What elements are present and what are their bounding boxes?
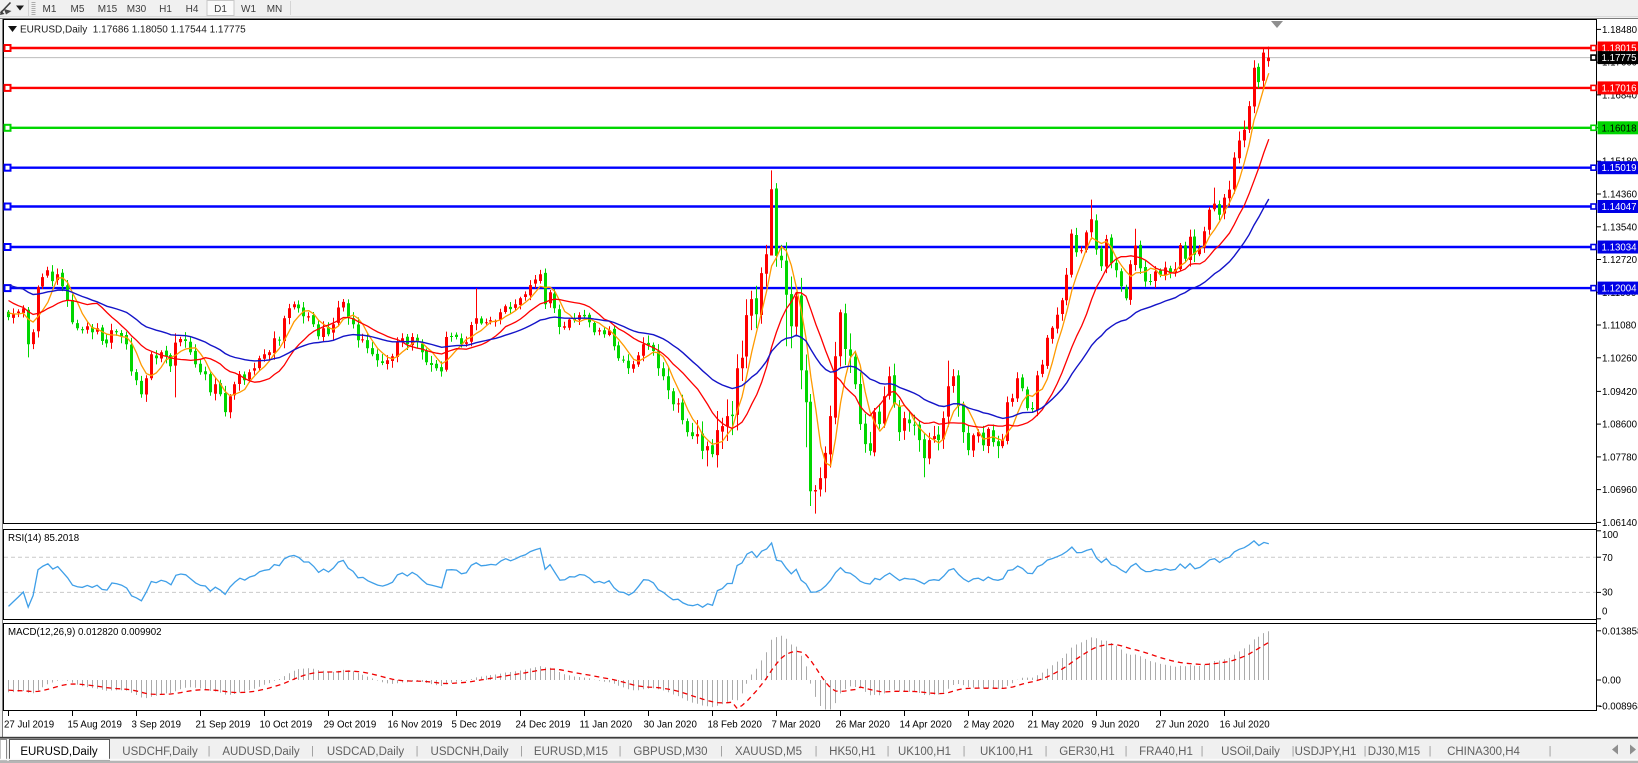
svg-text:1.13540: 1.13540 xyxy=(1602,222,1638,233)
svg-text:M15: M15 xyxy=(98,4,118,15)
svg-text:W1: W1 xyxy=(241,4,256,15)
svg-text:MN: MN xyxy=(267,4,283,15)
svg-text:1.08600: 1.08600 xyxy=(1602,420,1638,431)
svg-text:10 Oct 2019: 10 Oct 2019 xyxy=(260,720,313,731)
svg-text:MACD(12,26,9) 0.012820 0.00990: MACD(12,26,9) 0.012820 0.009902 xyxy=(8,627,162,638)
svg-text:29 Oct 2019: 29 Oct 2019 xyxy=(324,720,377,731)
svg-text:1.14360: 1.14360 xyxy=(1602,190,1638,201)
svg-text:1.09420: 1.09420 xyxy=(1602,387,1638,398)
svg-text:1.07780: 1.07780 xyxy=(1602,452,1638,463)
svg-text:GBPUSD,M30: GBPUSD,M30 xyxy=(633,746,707,758)
svg-text:1.11080: 1.11080 xyxy=(1602,321,1637,332)
svg-text:H4: H4 xyxy=(186,4,199,15)
svg-text:21 May 2020: 21 May 2020 xyxy=(1028,720,1085,731)
svg-text:UK100,H1: UK100,H1 xyxy=(980,746,1033,758)
svg-text:XAUUSD,M5: XAUUSD,M5 xyxy=(735,746,802,758)
svg-text:|: | xyxy=(887,745,890,757)
svg-text:D1: D1 xyxy=(214,4,227,15)
svg-text:-0.008968: -0.008968 xyxy=(1599,702,1638,713)
svg-text:100: 100 xyxy=(1602,530,1619,541)
svg-text:0.00: 0.00 xyxy=(1602,676,1621,687)
svg-text:7 Mar 2020: 7 Mar 2020 xyxy=(772,720,822,731)
svg-text:14 Apr 2020: 14 Apr 2020 xyxy=(900,720,953,731)
svg-text:18 Feb 2020: 18 Feb 2020 xyxy=(708,720,763,731)
svg-text:USDCHF,Daily: USDCHF,Daily xyxy=(122,746,198,758)
svg-text:USDJPY,H1: USDJPY,H1 xyxy=(1295,746,1357,758)
svg-text:70: 70 xyxy=(1602,553,1613,564)
svg-text:|: | xyxy=(1292,745,1295,757)
svg-text:RSI(14) 85.2018: RSI(14) 85.2018 xyxy=(8,533,79,544)
svg-text:|: | xyxy=(1125,745,1128,757)
svg-text:AUDUSD,Daily: AUDUSD,Daily xyxy=(222,746,300,758)
svg-text:1.16018: 1.16018 xyxy=(1602,123,1637,134)
svg-text:M30: M30 xyxy=(127,4,147,15)
svg-text:HK50,H1: HK50,H1 xyxy=(829,746,876,758)
svg-text:|: | xyxy=(1429,745,1432,757)
svg-text:|: | xyxy=(619,745,622,757)
svg-text:1.12004: 1.12004 xyxy=(1602,284,1638,295)
svg-text:|: | xyxy=(311,745,314,757)
svg-text:USOil,Daily: USOil,Daily xyxy=(1221,746,1280,758)
svg-text:27 Jul 2019: 27 Jul 2019 xyxy=(4,720,54,731)
svg-text:9 Jun 2020: 9 Jun 2020 xyxy=(1092,720,1141,731)
svg-text:M1: M1 xyxy=(43,4,57,15)
svg-text:USDCNH,Daily: USDCNH,Daily xyxy=(431,746,509,758)
svg-text:21 Sep 2019: 21 Sep 2019 xyxy=(196,720,251,731)
svg-text:GER30,H1: GER30,H1 xyxy=(1059,746,1115,758)
svg-text:30 Jan 2020: 30 Jan 2020 xyxy=(644,720,698,731)
svg-text:USDCAD,Daily: USDCAD,Daily xyxy=(327,746,405,758)
svg-text:|: | xyxy=(1549,745,1552,757)
svg-text:1.14047: 1.14047 xyxy=(1602,202,1637,213)
svg-text:1.18015: 1.18015 xyxy=(1602,44,1637,55)
svg-text:1.13034: 1.13034 xyxy=(1602,243,1638,254)
svg-text:UK100,H1: UK100,H1 xyxy=(898,746,951,758)
svg-text:27 Jun 2020: 27 Jun 2020 xyxy=(1156,720,1210,731)
svg-text:FRA40,H1: FRA40,H1 xyxy=(1139,746,1193,758)
svg-text:|: | xyxy=(1045,745,1048,757)
svg-text:H1: H1 xyxy=(159,4,172,15)
svg-text:1.18480: 1.18480 xyxy=(1602,25,1638,36)
svg-text:30: 30 xyxy=(1602,588,1613,599)
svg-text:1.17775: 1.17775 xyxy=(1602,53,1637,64)
svg-text:1.12720: 1.12720 xyxy=(1602,255,1638,266)
svg-text:5 Dec 2019: 5 Dec 2019 xyxy=(452,720,502,731)
svg-text:1.06140: 1.06140 xyxy=(1602,518,1638,529)
svg-text:16 Jul 2020: 16 Jul 2020 xyxy=(1220,720,1271,731)
svg-text:0.013858: 0.013858 xyxy=(1602,626,1638,637)
svg-text:|: | xyxy=(1201,745,1204,757)
svg-text:|: | xyxy=(208,745,211,757)
svg-text:|: | xyxy=(416,745,419,757)
svg-text:1.16840: 1.16840 xyxy=(1602,90,1638,101)
svg-text:16 Nov 2019: 16 Nov 2019 xyxy=(388,720,443,731)
svg-text:26 Mar 2020: 26 Mar 2020 xyxy=(836,720,891,731)
svg-text:|: | xyxy=(815,745,818,757)
svg-text:M5: M5 xyxy=(71,4,85,15)
svg-text:|: | xyxy=(963,745,966,757)
svg-text:|: | xyxy=(1364,745,1367,757)
svg-text:0: 0 xyxy=(1602,607,1608,618)
svg-text:DJ30,M15: DJ30,M15 xyxy=(1368,746,1420,758)
svg-text:1.15019: 1.15019 xyxy=(1602,163,1637,174)
svg-text:|: | xyxy=(720,745,723,757)
svg-text:|: | xyxy=(520,745,523,757)
svg-text:1.06960: 1.06960 xyxy=(1602,485,1638,496)
svg-text:1.10260: 1.10260 xyxy=(1602,353,1638,364)
svg-text:EURUSD,Daily 1.17686 1.18050: EURUSD,Daily 1.17686 1.18050 1.17544 1.1… xyxy=(20,25,246,36)
svg-text:EURUSD,Daily: EURUSD,Daily xyxy=(20,746,98,758)
svg-text:24 Dec 2019: 24 Dec 2019 xyxy=(516,720,571,731)
svg-text:2 May 2020: 2 May 2020 xyxy=(964,720,1015,731)
svg-text:1.17016: 1.17016 xyxy=(1602,83,1637,94)
svg-text:EURUSD,M15: EURUSD,M15 xyxy=(534,746,608,758)
svg-text:15 Aug 2019: 15 Aug 2019 xyxy=(68,720,122,731)
svg-text:CHINA300,H4: CHINA300,H4 xyxy=(1447,746,1520,758)
svg-text:3 Sep 2019: 3 Sep 2019 xyxy=(132,720,182,731)
svg-text:11 Jan 2020: 11 Jan 2020 xyxy=(580,720,633,731)
